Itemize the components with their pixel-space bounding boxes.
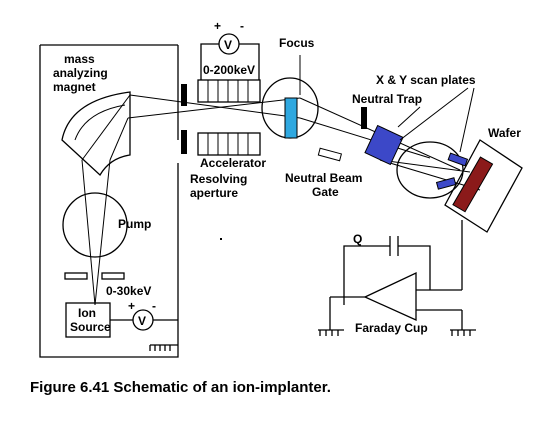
ion-source-label-1: Ion <box>78 306 96 320</box>
neutral-trap <box>364 124 404 166</box>
voltmeter-30-minus: - <box>152 299 156 313</box>
resolving-aperture-top <box>181 84 187 106</box>
faraday-ground-right-icon <box>450 329 476 336</box>
xy-scan-label: X & Y scan plates <box>376 73 476 87</box>
accelerator-column-bottom <box>197 132 261 156</box>
neutral-trap-plate <box>361 107 367 129</box>
voltmeter-30-symbol: V <box>138 314 146 328</box>
neutral-beam-gate-label-1: Neutral Beam <box>285 171 362 185</box>
voltmeter-200-minus: - <box>240 19 244 33</box>
accelerator-column-top <box>197 79 261 103</box>
neutral-trap-label: Neutral Trap <box>352 92 422 106</box>
focus-label: Focus <box>279 36 315 50</box>
neutral-beam-gate <box>317 147 343 162</box>
pump <box>62 192 128 258</box>
resolving-aperture-label-1: Resolving <box>190 172 247 186</box>
neutral-trap-pointer <box>397 106 421 128</box>
magnet-label-2: analyzing <box>53 66 108 80</box>
y-scan-plate <box>435 177 457 190</box>
extraction-electrode-right <box>101 272 125 280</box>
scan-pointer-1 <box>459 87 475 153</box>
q-label: Q <box>353 232 362 246</box>
faraday-cup-label: Faraday Cup <box>355 321 428 335</box>
wire-200-right <box>239 43 260 80</box>
neutral-beam-gate-label-2: Gate <box>312 185 339 199</box>
ion-source-label-2: Source <box>70 320 111 334</box>
voltmeter-200-plus: + <box>214 19 221 33</box>
scan-pointer-2 <box>399 87 469 141</box>
magnet-inner-curve <box>74 104 126 141</box>
stray-dot <box>220 238 222 240</box>
mass-analyzing-magnet <box>61 91 131 177</box>
magnet-label-1: mass <box>64 52 95 66</box>
q-wire-left <box>343 245 390 305</box>
focus-lens <box>284 97 298 139</box>
magnet-label-3: magnet <box>53 80 96 94</box>
voltmeter-200-symbol: V <box>224 38 232 52</box>
q-wire-right <box>398 245 431 290</box>
faraday-ground-left-icon <box>318 329 344 336</box>
wire-200-left <box>200 43 219 80</box>
pump-label: Pump <box>118 217 151 231</box>
resolving-aperture-label-2: aperture <box>190 186 238 200</box>
scan-chamber <box>396 141 464 199</box>
wafer-label: Wafer <box>488 126 521 140</box>
wafer-chamber <box>444 139 523 233</box>
amplifier <box>363 271 417 322</box>
resolving-aperture-bottom <box>181 130 187 154</box>
ion-beam <box>81 94 481 306</box>
accelerator-label: Accelerator <box>200 156 266 170</box>
wafer <box>452 156 494 213</box>
extraction-electrode-left <box>64 272 88 280</box>
figure-caption: Figure 6.41 Schematic of an ion-implante… <box>30 379 331 396</box>
voltage-200-label: 0-200keV <box>203 63 255 77</box>
voltage-30-label: 0-30keV <box>106 284 151 298</box>
x-scan-plate <box>447 152 469 167</box>
enclosure <box>39 45 179 358</box>
voltmeter-30-plus: + <box>128 299 135 313</box>
enclosure-ground-icon <box>149 344 178 351</box>
